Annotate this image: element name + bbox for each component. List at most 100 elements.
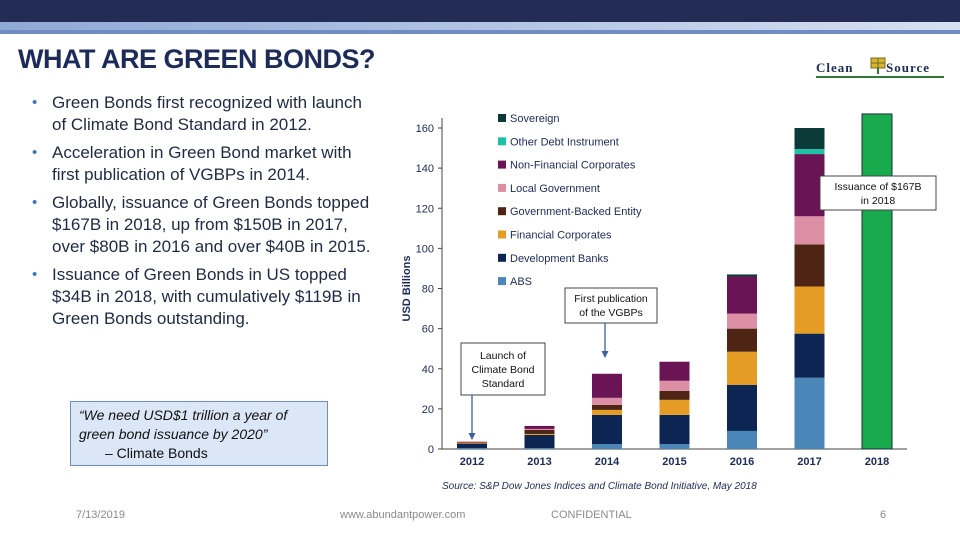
annotation-text: Issuance of $167B bbox=[835, 181, 922, 193]
bar-2015-development-banks bbox=[659, 414, 690, 444]
bar-2015-non-financial-corporates bbox=[659, 361, 690, 381]
bar-2016-non-financial-corporates bbox=[727, 276, 757, 314]
annotation-text: of the VGBPs bbox=[579, 307, 643, 319]
bar-2016-abs bbox=[727, 430, 757, 449]
x-tick-label: 2016 bbox=[730, 456, 754, 468]
bar-2017-other-debt-instrument bbox=[794, 149, 825, 155]
y-tick-label: 120 bbox=[416, 203, 434, 215]
annotation-box bbox=[819, 175, 937, 211]
top-banner-stripe bbox=[0, 30, 960, 34]
bar-2012-government-backed-entity bbox=[457, 442, 487, 444]
y-tick-label: 140 bbox=[416, 163, 434, 175]
legend-label: ABS bbox=[510, 276, 532, 288]
annotation-arrowhead bbox=[468, 432, 476, 440]
annotation-text: First publication bbox=[574, 293, 648, 305]
annotation-box bbox=[564, 287, 658, 324]
y-tick-label: 0 bbox=[428, 444, 434, 456]
x-tick-label: 2015 bbox=[662, 456, 686, 468]
bar-2016-financial-corporates bbox=[727, 351, 757, 385]
legend-swatch bbox=[498, 137, 506, 146]
bar-2013-abs bbox=[524, 447, 555, 449]
y-tick-label: 80 bbox=[422, 284, 434, 296]
legend-label: Other Debt Instrument bbox=[510, 136, 619, 148]
legend-label: Government-Backed Entity bbox=[510, 206, 642, 218]
y-tick-label: 60 bbox=[422, 324, 434, 336]
annotation-box bbox=[460, 342, 546, 396]
legend-swatch bbox=[498, 114, 506, 122]
clean-source-logo: Clean Source bbox=[816, 54, 944, 80]
slide-title: WHAT ARE GREEN BONDS? bbox=[18, 44, 376, 74]
annotation-text: Standard bbox=[482, 378, 525, 390]
bar-2015-abs bbox=[659, 443, 690, 449]
bar-2014-financial-corporates bbox=[592, 409, 622, 415]
bar-2016-sovereign bbox=[727, 274, 757, 277]
bar-2014-local-government bbox=[592, 397, 622, 405]
logo-text-right: Source bbox=[886, 60, 931, 75]
footer-date: 7/13/2019 bbox=[76, 509, 125, 521]
bullet-item: Globally, issuance of Green Bonds topped… bbox=[30, 192, 380, 258]
bar-2013-local-government bbox=[524, 428, 555, 430]
bar-2013-financial-corporates bbox=[524, 433, 555, 435]
green-bond-issuance-chart: 0 20 40 60 80 100 120 140 160 USD Billions 2012 201… bbox=[401, 113, 937, 492]
annotation-arrowhead bbox=[601, 351, 609, 358]
top-banner bbox=[0, 0, 960, 22]
annotation-text: Climate Bond bbox=[471, 364, 534, 376]
bar-2017-development-banks bbox=[794, 333, 825, 378]
bar-2016-local-government bbox=[727, 313, 757, 329]
y-tick-label: 40 bbox=[422, 364, 434, 376]
legend-swatch bbox=[498, 277, 506, 286]
bullet-list: Green Bonds first recognized with launch… bbox=[30, 92, 380, 336]
bar-2013-development-banks bbox=[524, 434, 555, 448]
bar-2013-government-backed-entity bbox=[524, 429, 555, 434]
bar-2017-abs bbox=[794, 377, 825, 449]
bar-2012-financial-corporates bbox=[457, 443, 487, 444]
bar-2014-development-banks bbox=[592, 414, 622, 444]
bullet-item: Green Bonds first recognized with launch… bbox=[30, 92, 380, 136]
bar-2012-development-banks bbox=[457, 443, 487, 448]
x-tick-label: 2014 bbox=[595, 456, 620, 468]
legend-label: Development Banks bbox=[510, 253, 609, 265]
quote-attribution: – Climate Bonds bbox=[105, 445, 208, 461]
bullet-item: Acceleration in Green Bond market with f… bbox=[30, 142, 380, 186]
y-axis-label: USD Billions bbox=[401, 255, 413, 321]
y-tick-label: 160 bbox=[416, 123, 434, 135]
logo-text-left: Clean bbox=[816, 60, 854, 75]
bar-2015-local-government bbox=[659, 380, 690, 391]
bar-2016-development-banks bbox=[727, 384, 757, 431]
footer-page-number: 6 bbox=[880, 509, 887, 521]
logo-underline bbox=[816, 76, 944, 78]
legend-swatch bbox=[498, 207, 506, 216]
y-tick-label: 100 bbox=[416, 243, 434, 255]
footer-confidential: CONFIDENTIAL bbox=[551, 509, 632, 521]
logo-solar-panel-icon bbox=[870, 57, 886, 74]
bar-2017-financial-corporates bbox=[794, 286, 825, 334]
bar-2014-abs bbox=[592, 443, 622, 449]
bar-2014-government-backed-entity bbox=[592, 404, 622, 410]
chart-source: Source: S&P Dow Jones Indices and Climat… bbox=[442, 481, 757, 492]
annotation-text: Launch of bbox=[480, 350, 526, 362]
bar-2017-government-backed-entity bbox=[794, 244, 825, 287]
x-tick-label: 2017 bbox=[797, 456, 821, 468]
x-tick-label: 2018 bbox=[865, 456, 889, 468]
footer-url: www.abundantpower.com bbox=[340, 509, 466, 521]
legend-label: Sovereign bbox=[510, 113, 560, 125]
bar-2015-financial-corporates bbox=[659, 399, 690, 415]
bar-2012-local-government bbox=[457, 441, 487, 443]
y-tick-label: 20 bbox=[422, 404, 434, 416]
bullet-item: Issuance of Green Bonds in US topped $34… bbox=[30, 264, 380, 330]
bar-2018-total bbox=[861, 113, 893, 450]
bar-2016-government-backed-entity bbox=[727, 328, 757, 352]
annotation-text: in 2018 bbox=[861, 195, 896, 207]
x-tick-label: 2013 bbox=[527, 456, 551, 468]
legend-label: Local Government bbox=[510, 183, 600, 195]
bar-2015-government-backed-entity bbox=[659, 390, 690, 400]
bar-2017-sovereign bbox=[794, 128, 825, 150]
bar-2013-non-financial-corporates bbox=[524, 425, 555, 429]
legend-swatch bbox=[498, 253, 506, 262]
bar-2014-non-financial-corporates bbox=[592, 373, 622, 398]
legend-label: Non-Financial Corporates bbox=[510, 160, 636, 172]
quote-box: “We need USD$1 trillion a year of green … bbox=[70, 401, 328, 466]
legend-label: Financial Corporates bbox=[510, 230, 612, 242]
x-tick-label: 2012 bbox=[460, 456, 484, 468]
legend-swatch bbox=[498, 160, 506, 169]
